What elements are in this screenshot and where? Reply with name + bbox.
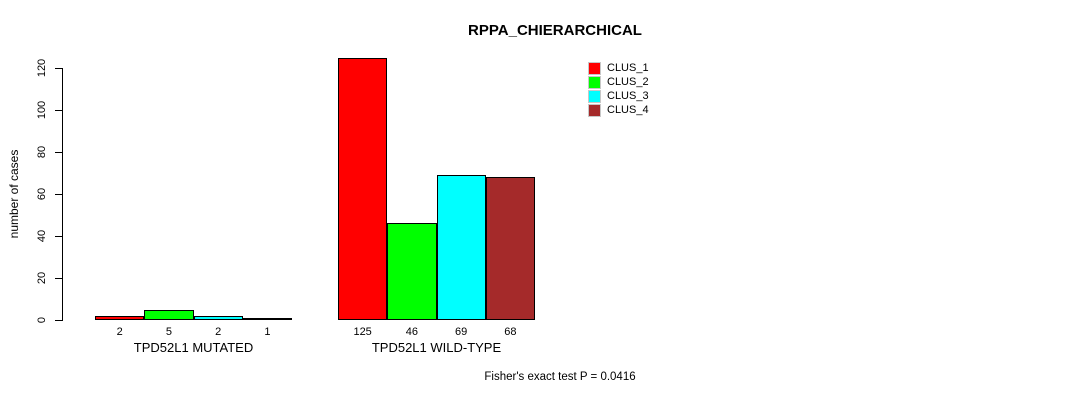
y-axis-tick [55,194,62,195]
bar-clus_3-mutated [193,315,243,320]
y-axis-tick-label: 60 [36,187,48,201]
chart-title: RPPA_CHIERARCHICAL [468,22,642,39]
bar-value-label: 68 [504,326,517,338]
legend-row-clus_1: CLUS_1 [588,61,649,75]
bar-clus_1-mutated [95,315,145,320]
legend-label: CLUS_1 [607,62,649,74]
bar-value-label: 69 [455,326,468,338]
y-axis-tick-label: 120 [36,58,48,78]
y-axis-tick [55,278,62,279]
y-axis-tick-label: 20 [36,271,48,285]
bar-clus_4-mutated [242,317,292,320]
legend-row-clus_2: CLUS_2 [588,75,649,89]
legend: CLUS_1 CLUS_2 CLUS_3 CLUS_4 [588,61,649,117]
legend-swatch-icon [588,75,601,89]
bar-clus_2-mutated [144,309,194,320]
bar-value-label: 46 [405,326,418,338]
group-label-mutated: TPD52L1 MUTATED [133,340,254,355]
y-axis-tick [55,68,62,69]
bar-value-label: 2 [116,326,123,338]
bar-clus_3-wild-type [436,175,486,320]
y-axis-tick-label: 40 [36,229,48,243]
y-axis-tick-label: 80 [36,145,48,159]
legend-label: CLUS_2 [607,76,649,88]
legend-label: CLUS_4 [607,104,649,116]
y-axis-line [62,68,63,321]
y-axis-tick [55,110,62,111]
y-axis-tick [55,236,62,237]
bar-value-label: 5 [165,326,172,338]
y-axis-tick [55,152,62,153]
bar-clus_4-wild-type [485,177,535,320]
legend-label: CLUS_3 [607,90,649,102]
y-axis-tick [55,320,62,321]
y-axis-tick-label: 0 [36,316,48,324]
bar-value-label: 125 [353,326,372,338]
bar-value-label: 1 [264,326,271,338]
y-axis-title: number of cases [7,149,21,239]
footer-annotation: Fisher's exact test P = 0.0416 [484,371,636,383]
group-label-wild-type: TPD52L1 WILD-TYPE [371,340,502,355]
legend-swatch-icon [588,89,601,103]
y-axis-tick-label: 100 [36,100,48,120]
legend-row-clus_4: CLUS_4 [588,103,649,117]
legend-swatch-icon [588,103,601,117]
bar-clus_1-wild-type [338,57,388,320]
legend-row-clus_3: CLUS_3 [588,89,649,103]
legend-swatch-icon [588,61,601,75]
bar-clus_2-wild-type [387,223,437,320]
bar-value-label: 2 [215,326,222,338]
